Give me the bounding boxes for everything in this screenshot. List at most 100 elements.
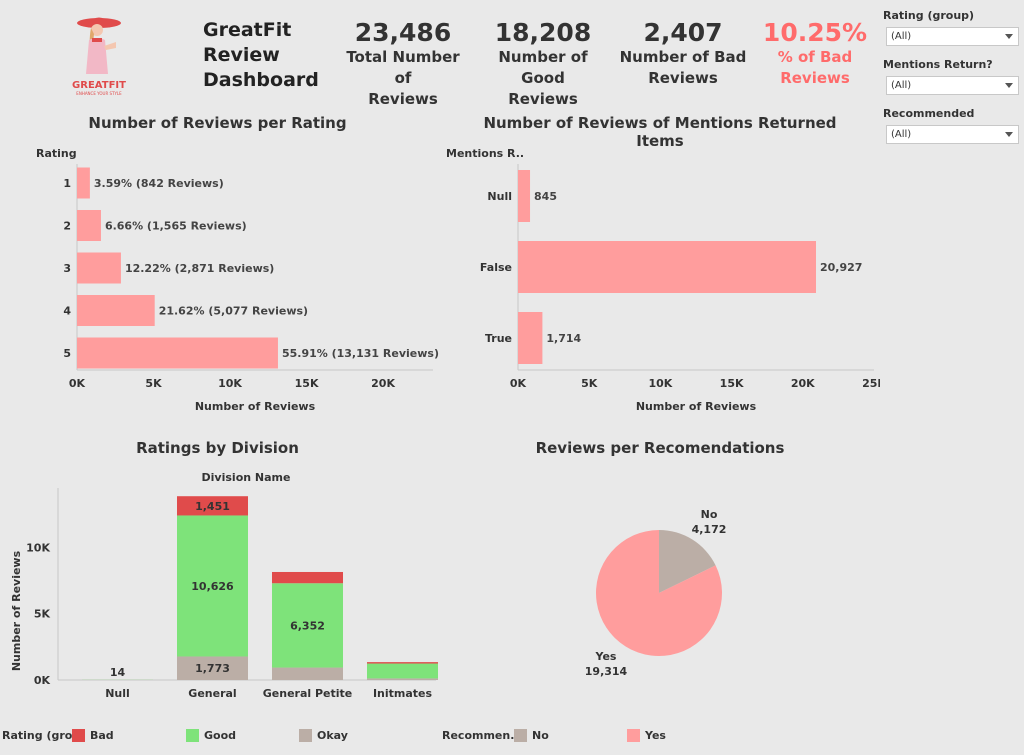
division-stacked-bar-chart: Division Name Number of Reviews 0K 5K 10K Nul… [10, 471, 438, 700]
division-bar-segment [177, 656, 248, 680]
returned-x-tick-label: 20K [791, 377, 815, 390]
legend-label-bad: Bad [90, 729, 114, 742]
returned-x-tick-label: 15K [720, 377, 744, 390]
division-y-tick-label: 5K [34, 608, 51, 621]
title-line-2: Review [203, 44, 280, 66]
filter-mentions-return: Mentions Return? (All) [883, 58, 1019, 95]
returned-category-label: False [480, 261, 512, 274]
kpi-value: 10.25% [762, 18, 868, 47]
mentions-return-dropdown[interactable]: (All) [886, 76, 1019, 95]
rating-bar [77, 252, 121, 284]
filter-label: Rating (group) [883, 9, 975, 22]
logo-text: GREATFIT [72, 80, 126, 91]
pie-slice-no [659, 530, 716, 593]
returned-x-tick-label: 10K [648, 377, 672, 390]
filter-recommended: Recommended (All) [883, 107, 1019, 144]
rating-x-tick-label: 15K [295, 377, 319, 390]
logo-tagline: ENHANCE YOUR STYLE [76, 91, 122, 96]
division-data-label: 1,773 [195, 662, 230, 675]
rating-group-dropdown[interactable]: (All) [886, 27, 1019, 46]
chevron-down-icon [1005, 34, 1013, 39]
rating-data-label: 12.22% (2,871 Reviews) [125, 262, 274, 275]
returned-data-label: 845 [534, 190, 557, 203]
kpi-bad-reviews: 2,407 Number of Bad Reviews [618, 18, 748, 89]
pie-label-yes-value: 19,314 [585, 665, 628, 678]
kpi-label-line2: Reviews [508, 90, 578, 108]
division-y-axis-title: Number of Reviews [10, 550, 23, 671]
chevron-down-icon [1005, 83, 1013, 88]
division-data-label: 10,626 [191, 580, 234, 593]
dashboard-title: GreatFit Review Dashboard [203, 18, 319, 93]
returned-data-label: 1,714 [546, 332, 581, 345]
title-line-3: Dashboard [203, 69, 319, 91]
legend-title: Recommen.. [442, 729, 519, 742]
legend-label-yes: Yes [645, 729, 666, 742]
division-category-label: Null [105, 687, 130, 700]
chart-title-returned: Number of Reviews of Mentions Returned I… [483, 114, 837, 150]
rating-x-tick-label: 5K [145, 377, 162, 390]
rating-data-label: 6.66% (1,565 Reviews) [105, 220, 247, 233]
division-bar-segment [272, 667, 343, 680]
returned-category-label: True [485, 332, 512, 345]
returned-x-tick-label: 5K [581, 377, 598, 390]
division-bar-segment [272, 571, 343, 584]
recommend-pie-chart: No 4,172 Yes 19,314 [585, 508, 727, 678]
division-data-label: 14 [110, 666, 126, 679]
division-bar-segment [177, 496, 248, 516]
rating-bar-chart: Rating 1 3.59% (842 Reviews) 2 6.66% (1,565 … [36, 147, 439, 413]
chart-title-division: Ratings by Division [136, 439, 299, 457]
dropdown-value: (All) [891, 31, 912, 42]
logo: GREATFIT ENHANCE YOUR STYLE [64, 12, 134, 96]
returned-x-axis-title: Number of Reviews [636, 400, 757, 413]
legend-recommend: Recommen.. No Yes [440, 728, 740, 748]
pie-slice-yes [596, 530, 722, 656]
legend-swatch-no [514, 729, 527, 742]
rating-x-tick-label: 0K [69, 377, 86, 390]
chart-title-rating: Number of Reviews per Rating [88, 114, 347, 132]
kpi-good-reviews: 18,208 Number of Good Reviews [478, 18, 608, 110]
rating-bar [77, 295, 155, 326]
division-bar-segment [272, 583, 343, 668]
rating-y-axis-title: Rating [36, 147, 77, 160]
division-data-label: 6,352 [290, 619, 325, 632]
recommended-dropdown[interactable]: (All) [886, 125, 1019, 144]
chart-title-recommend: Reviews per Recomendations [535, 439, 785, 457]
division-category-label: General [188, 687, 236, 700]
rating-bar [77, 210, 101, 241]
kpi-value: 23,486 [354, 18, 452, 47]
legend-title: Rating (gro.. [2, 729, 81, 742]
filter-label: Mentions Return? [883, 58, 993, 71]
returned-bar-chart: Mentions R.. Null 845 False 20,927 True 1,714 0… [446, 147, 880, 413]
filter-label: Recommended [883, 107, 975, 120]
legend-swatch-bad [72, 729, 85, 742]
returned-y-axis-title: Mentions R.. [446, 147, 524, 160]
rating-x-axis-title: Number of Reviews [195, 400, 316, 413]
kpi-label-line1: Number of Good [498, 48, 588, 87]
returned-category-label: Null [487, 190, 512, 203]
rating-bar [77, 337, 278, 369]
returned-bar [518, 312, 543, 364]
pie-label-no-name: No [701, 508, 718, 521]
dropdown-value: (All) [891, 129, 912, 140]
legend-swatch-good [186, 729, 199, 742]
returned-data-label: 20,927 [820, 261, 862, 274]
kpi-label-line1: Total Number of [346, 48, 460, 87]
rating-category-label: 3 [63, 262, 71, 275]
division-bar-segment [177, 515, 248, 657]
rating-data-label: 3.59% (842 Reviews) [94, 177, 224, 190]
legend-swatch-okay [299, 729, 312, 742]
chevron-down-icon [1005, 132, 1013, 137]
returned-x-tick-label: 25K [862, 377, 880, 390]
kpi-value: 2,407 [643, 18, 723, 47]
legend-label-okay: Okay [317, 729, 348, 742]
rating-category-label: 5 [63, 347, 71, 360]
kpi-label-line2: Reviews [780, 69, 850, 87]
returned-x-tick-label: 0K [510, 377, 527, 390]
division-y-tick-label: 0K [34, 674, 51, 687]
division-x-axis-title: Division Name [202, 471, 291, 484]
title-line-1: GreatFit [203, 19, 292, 41]
division-category-label: Initmates [373, 687, 433, 700]
division-bar-segment [367, 678, 438, 680]
legend-label-no: No [532, 729, 549, 742]
rating-data-label: 21.62% (5,077 Reviews) [159, 305, 308, 318]
